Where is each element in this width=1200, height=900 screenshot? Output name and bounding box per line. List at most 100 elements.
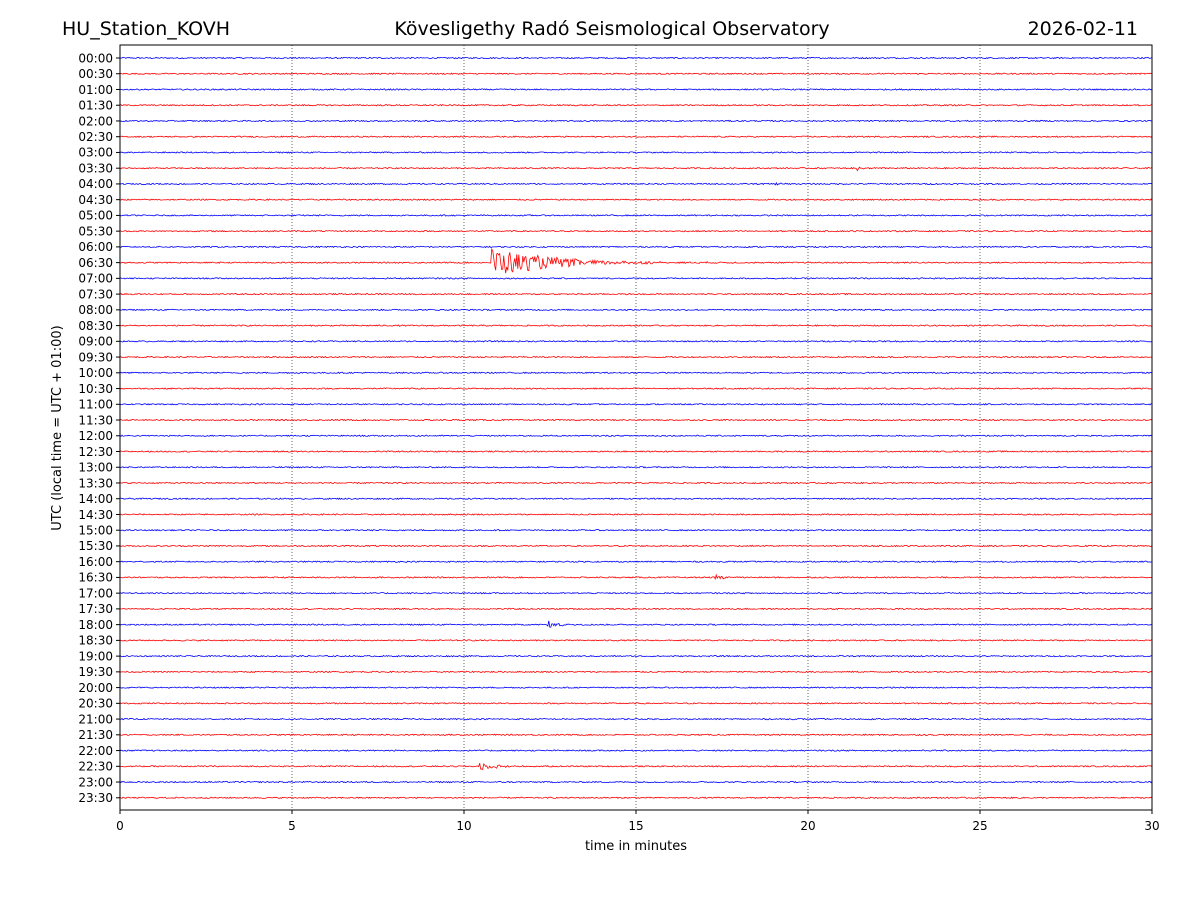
y-tick-label: 20:30	[78, 697, 113, 711]
trace-0900	[119, 340, 1153, 343]
trace-2230	[119, 763, 1153, 770]
trace-1430	[119, 513, 1153, 516]
x-tick-label: 30	[1144, 819, 1159, 833]
y-tick-label: 09:30	[78, 350, 113, 364]
y-tick-label: 08:30	[78, 319, 113, 333]
x-tick-label: 10	[456, 819, 471, 833]
y-tick-label: 03:00	[78, 146, 113, 160]
trace-1000	[119, 371, 1153, 375]
y-tick-label: 13:00	[78, 461, 113, 475]
y-tick-label: 09:00	[78, 335, 113, 349]
y-tick-label: 05:30	[78, 224, 113, 238]
trace-0430	[119, 198, 1153, 201]
y-tick-label: 17:30	[78, 602, 113, 616]
y-tick-label: 16:00	[78, 555, 113, 569]
y-tick-label: 02:30	[78, 130, 113, 144]
x-axis-ticks: 0 5 10 15 20 25 30	[116, 810, 1160, 833]
trace-2130	[119, 733, 1153, 737]
y-tick-label: 15:30	[78, 539, 113, 553]
x-tick-label: 25	[972, 819, 987, 833]
y-tick-label: 21:00	[78, 712, 113, 726]
y-tick-label: 12:00	[78, 429, 113, 443]
y-tick-label: 04:30	[78, 193, 113, 207]
y-tick-label: 22:00	[78, 744, 113, 758]
trace-1400	[119, 497, 1153, 500]
trace-0530	[119, 229, 1153, 233]
trace-1230	[119, 450, 1153, 453]
y-tick-label: 22:30	[78, 760, 113, 774]
y-tick-label: 05:00	[78, 209, 113, 223]
y-tick-label: 02:00	[78, 114, 113, 128]
trace-0000	[119, 56, 1153, 60]
trace-group	[119, 56, 1153, 800]
trace-0830	[119, 324, 1153, 327]
y-tick-label: 17:00	[78, 586, 113, 600]
trace-1900	[119, 654, 1153, 658]
y-tick-label: 07:00	[78, 272, 113, 286]
y-tick-label: 14:30	[78, 508, 113, 522]
x-axis-label: time in minutes	[585, 839, 687, 854]
trace-2100	[119, 717, 1153, 721]
y-tick-label: 06:30	[78, 256, 113, 270]
trace-2000	[119, 686, 1153, 689]
trace-0100	[119, 88, 1153, 91]
y-tick-label: 11:30	[78, 413, 113, 427]
y-tick-label: 03:30	[78, 161, 113, 175]
y-tick-label: 12:30	[78, 445, 113, 459]
y-tick-label: 00:30	[78, 67, 113, 81]
trace-0200	[119, 119, 1153, 123]
trace-0400	[119, 181, 1153, 186]
trace-1800	[119, 620, 1153, 628]
y-tick-label: 01:00	[78, 83, 113, 97]
trace-0930	[119, 355, 1153, 359]
y-tick-label: 14:00	[78, 492, 113, 506]
trace-0230	[119, 135, 1153, 138]
trace-1700	[119, 591, 1153, 595]
y-tick-label: 20:00	[78, 681, 113, 695]
x-tick-label: 15	[628, 819, 643, 833]
trace-1200	[119, 434, 1153, 437]
y-tick-label: 21:30	[78, 728, 113, 742]
y-tick-label: 10:30	[78, 382, 113, 396]
trace-0330	[119, 166, 1153, 172]
y-tick-label: 07:30	[78, 287, 113, 301]
trace-0500	[119, 214, 1153, 217]
y-tick-label: 13:30	[78, 476, 113, 490]
trace-0300	[119, 151, 1153, 154]
trace-2300	[119, 780, 1153, 784]
y-tick-label: 18:30	[78, 634, 113, 648]
trace-0800	[119, 308, 1153, 312]
trace-0130	[119, 104, 1153, 107]
y-tick-label: 11:00	[78, 398, 113, 412]
trace-1830	[119, 639, 1153, 642]
trace-0730	[119, 292, 1153, 296]
observatory-title: Kövesligethy Radó Seismological Observat…	[394, 18, 829, 40]
trace-2200	[119, 749, 1153, 752]
trace-0600	[119, 245, 1153, 249]
y-tick-label: 01:30	[78, 99, 113, 113]
trace-1300	[119, 466, 1153, 469]
y-tick-label: 04:00	[78, 177, 113, 191]
y-tick-label: 16:30	[78, 571, 113, 585]
plot-frame	[119, 44, 1153, 811]
y-tick-label: 23:30	[78, 791, 113, 805]
y-tick-label: 08:00	[78, 303, 113, 317]
y-axis-label: UTC (local time = UTC + 01:00)	[50, 325, 65, 530]
station-title: HU_Station_KOVH	[62, 18, 230, 40]
trace-2030	[119, 702, 1153, 705]
trace-1730	[119, 607, 1153, 611]
y-tick-label: 06:00	[78, 240, 113, 254]
x-tick-label: 20	[800, 819, 815, 833]
date-title: 2026-02-11	[1028, 18, 1138, 40]
y-tick-label: 10:00	[78, 366, 113, 380]
x-tick-label: 0	[116, 819, 124, 833]
trace-1100	[119, 403, 1153, 406]
trace-1600	[119, 560, 1153, 563]
x-tick-label: 5	[288, 819, 296, 833]
y-tick-label: 19:30	[78, 665, 113, 679]
trace-1530	[119, 544, 1153, 548]
trace-1500	[119, 528, 1153, 532]
y-tick-label: 23:00	[78, 775, 113, 789]
